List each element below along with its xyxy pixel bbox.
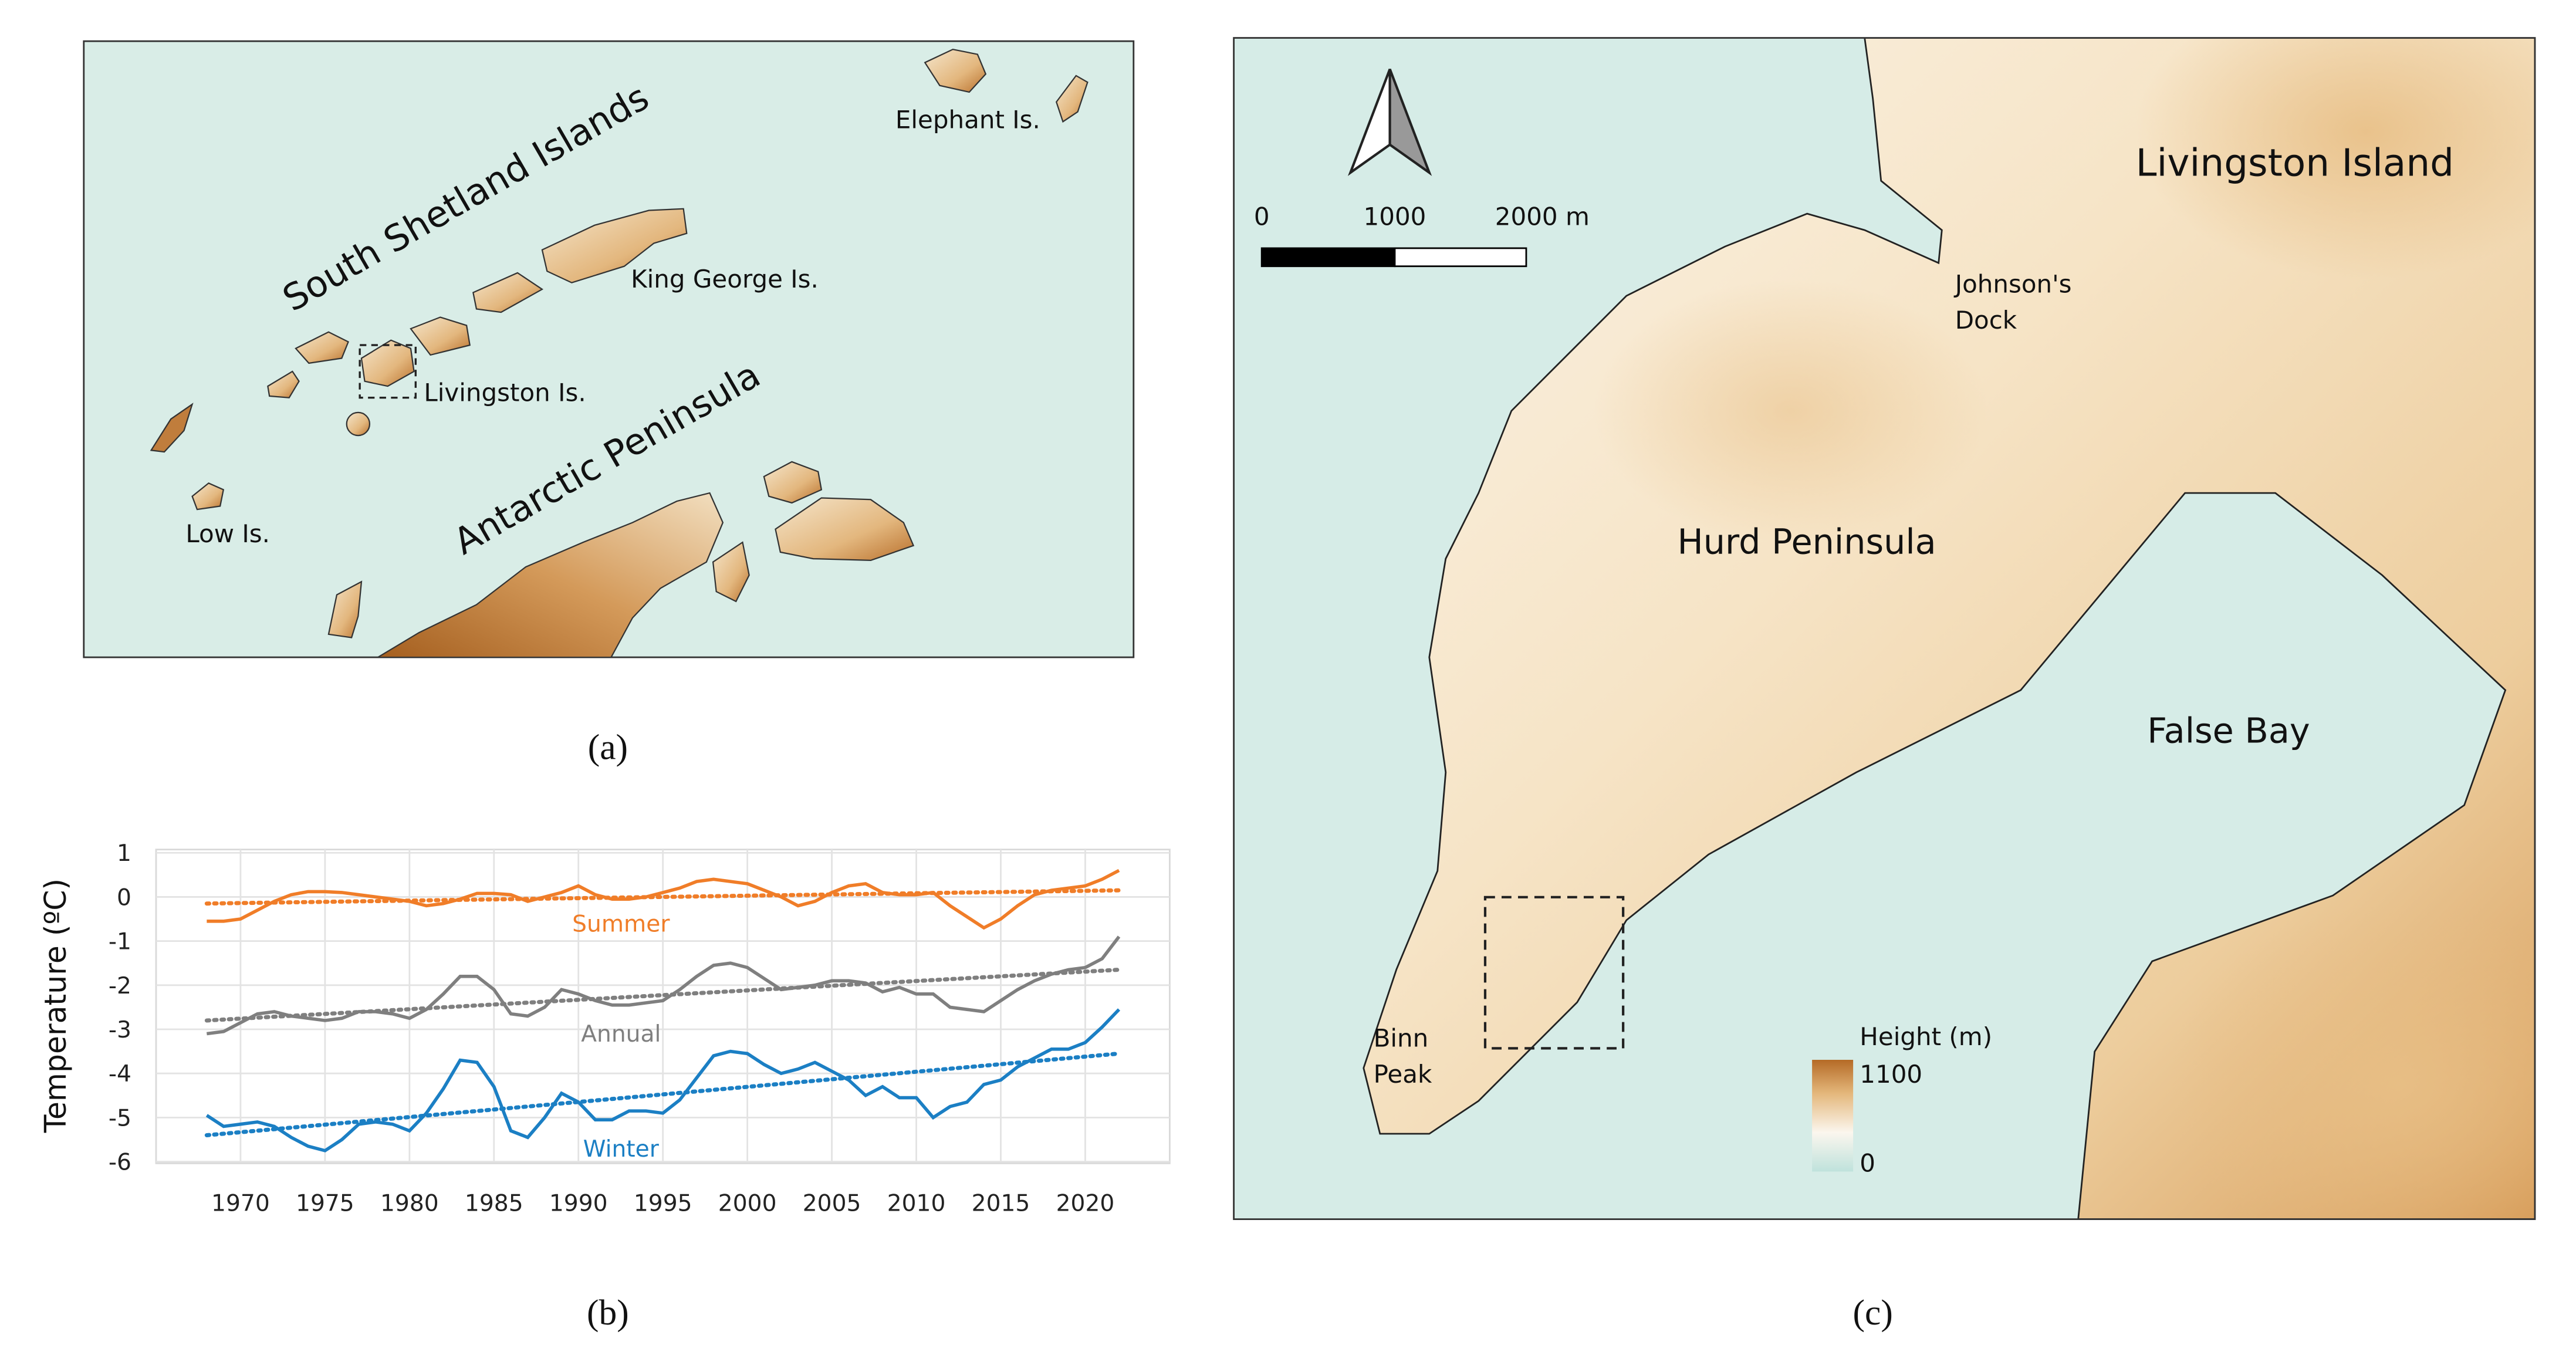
- height-scale: [1812, 1060, 1854, 1172]
- legend-max: 1100: [1860, 1060, 1922, 1089]
- map-label: Low Is.: [185, 519, 270, 548]
- scale-label: 2000 m: [1495, 202, 1590, 231]
- legend-title: Height (m): [1860, 1022, 1992, 1051]
- series-label: Summer: [572, 911, 670, 938]
- map-label: Elephant Is.: [895, 106, 1040, 134]
- series-line: [207, 869, 1120, 930]
- series-line: [206, 935, 1121, 1036]
- caption: (a): [588, 728, 628, 768]
- y-tick-label: 1: [117, 840, 131, 867]
- map-label: Binn: [1374, 1024, 1429, 1053]
- y-tick-label: -2: [109, 973, 131, 999]
- caption: (b): [587, 1293, 629, 1333]
- study-box: [1483, 896, 1625, 1050]
- legend-min: 0: [1860, 1148, 1875, 1177]
- series-line: [205, 1008, 1121, 1153]
- map-c: 0 1000 2000 m Livingston Island Hurd Pen…: [1233, 37, 2536, 1333]
- series-label: Winter: [583, 1136, 660, 1163]
- y-axis-label: Temperature (ºC): [38, 878, 73, 1133]
- map-label: Livingston Island: [2136, 141, 2454, 185]
- x-tick-label: 2005: [803, 1191, 861, 1217]
- x-tick-label: 1980: [380, 1191, 439, 1217]
- series-label: Annual: [581, 1021, 661, 1047]
- y-tick-label: -3: [109, 1017, 131, 1043]
- x-tick-label: 2000: [718, 1191, 777, 1217]
- map-label: Peak: [1374, 1060, 1432, 1089]
- y-tick-label: -1: [109, 929, 131, 955]
- relief: [2135, 38, 2536, 280]
- y-tick-label: -5: [109, 1105, 131, 1131]
- scale-bar: [1394, 247, 1527, 268]
- map-label: False Bay: [2147, 711, 2310, 751]
- x-tick-label: 1970: [211, 1191, 270, 1217]
- map-label: Johnson's: [1953, 270, 2072, 299]
- north-arrow: [1388, 69, 1432, 176]
- y-tick-label: -6: [109, 1150, 131, 1176]
- map-label: King George Is.: [631, 265, 819, 293]
- chart: Temperature (ºC) (b) -6 -5 -4 -3 -2 -1 0 1 1970 1…: [38, 840, 1171, 1333]
- map-a: South Shetland Islands Elephant Is. King…: [83, 40, 1135, 768]
- x-tick-label: 2020: [1056, 1191, 1115, 1217]
- x-tick-label: 1995: [634, 1191, 692, 1217]
- x-tick-label: 2015: [972, 1191, 1030, 1217]
- x-tick-label: 1975: [296, 1191, 354, 1217]
- relief: [2168, 904, 2536, 1219]
- scale-label: 0: [1254, 202, 1270, 231]
- scale-label: 1000: [1364, 202, 1426, 231]
- x-tick-label: 1990: [549, 1191, 608, 1217]
- map-c-frame: [1233, 37, 2536, 1220]
- map-label: Hurd Peninsula: [1678, 522, 1936, 562]
- x-tick-label: 1985: [465, 1191, 523, 1217]
- trend-line: [204, 1051, 1121, 1137]
- map-label: Livingston Is.: [424, 378, 586, 407]
- trend-line: [204, 888, 1121, 906]
- scale-bar: [1260, 247, 1396, 268]
- map-label: Dock: [1955, 306, 2017, 334]
- y-tick-label: 0: [117, 884, 131, 911]
- islands: [150, 48, 1088, 658]
- x-tick-label: 2010: [887, 1191, 946, 1217]
- y-tick-label: -4: [109, 1061, 131, 1087]
- relief: [1593, 279, 1988, 543]
- caption: (c): [1853, 1293, 1893, 1333]
